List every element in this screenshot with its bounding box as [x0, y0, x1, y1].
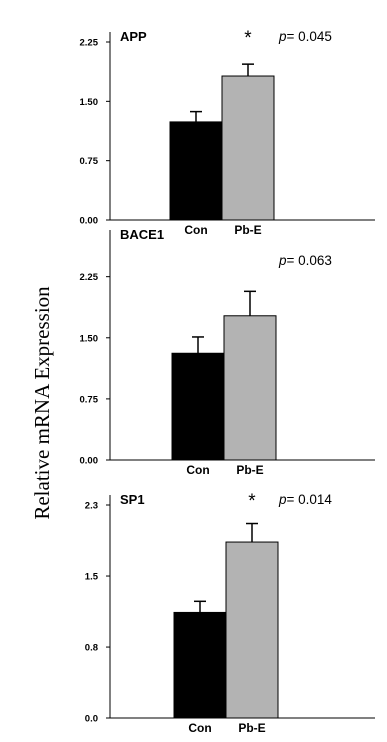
y-tick-label: 0.0: [85, 714, 98, 725]
y-tick-label: 0.75: [80, 394, 99, 405]
panel-title: BACE1: [120, 227, 164, 242]
panel-title: SP1: [120, 492, 145, 507]
p-value-annotation: p= 0.014: [278, 492, 332, 507]
bar-con: [169, 121, 223, 221]
y-tick-label: 0.00: [80, 216, 99, 227]
p-value-text: = 0.045: [287, 29, 332, 44]
y-tick-label: 1.50: [80, 333, 99, 344]
chart-panel-2: 0.00 0.75 1.50 2.25 Con Pb-E BACE1 p= 0.063: [80, 227, 375, 477]
y-tick-label: 1.50: [80, 97, 99, 108]
chart-panel-1: 0.00 0.75 1.50 2.25 Con Pb-E * APP p= 0.045: [80, 28, 375, 237]
y-tick-label: 0.75: [80, 156, 99, 167]
bar-con: [173, 611, 227, 719]
p-value-annotation: p= 0.063: [278, 253, 332, 268]
category-label: Pb-E: [234, 223, 261, 237]
y-tick-label: 0.00: [80, 456, 99, 467]
p-value-symbol: p: [278, 29, 287, 44]
bar-pb-e: [221, 75, 275, 221]
significance-marker: *: [248, 491, 256, 512]
p-value-text: = 0.063: [287, 253, 332, 268]
p-value-annotation: p= 0.045: [278, 29, 332, 44]
category-label: Con: [186, 463, 209, 477]
chart-panel-3: 0.0 0.8 1.5 2.3 Con Pb-E * SP1 p= 0.014: [85, 491, 375, 735]
y-axis-label: Relative mRNA Expression: [30, 286, 54, 520]
y-tick-label: 2.25: [80, 38, 99, 49]
y-tick-label: 1.5: [85, 572, 99, 583]
category-label: Pb-E: [236, 463, 263, 477]
bar-pb-e: [223, 315, 277, 461]
y-tick-label: 2.3: [85, 501, 98, 512]
p-value-symbol: p: [278, 492, 287, 507]
panel-title: APP: [120, 29, 147, 44]
p-value-symbol: p: [278, 253, 287, 268]
p-value-text: = 0.014: [287, 492, 333, 507]
bar-pb-e: [225, 541, 279, 719]
category-label: Pb-E: [238, 721, 265, 735]
category-label: Con: [184, 223, 207, 237]
y-tick-label: 0.8: [85, 643, 98, 654]
bar-con: [171, 352, 225, 461]
significance-marker: *: [244, 28, 252, 49]
y-tick-label: 2.25: [80, 272, 99, 283]
category-label: Con: [188, 721, 211, 735]
